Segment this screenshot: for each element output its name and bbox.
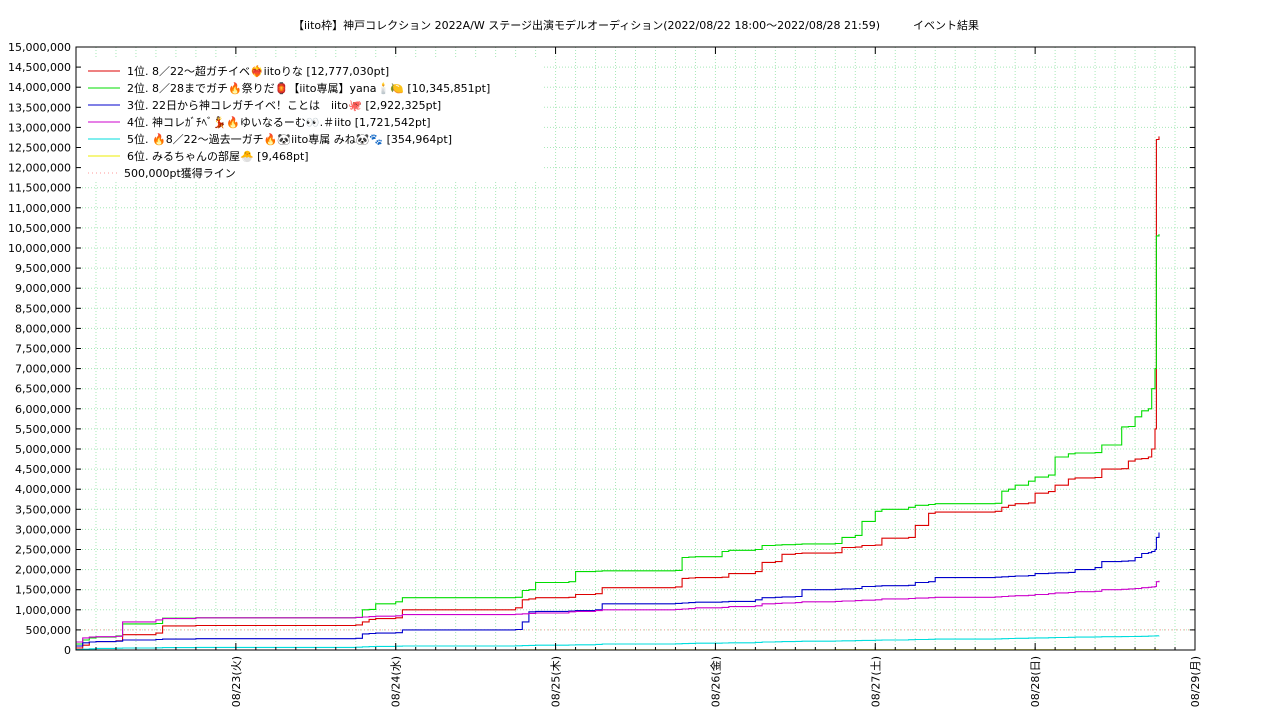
y-tick-label: 3,000,000 (15, 523, 71, 536)
y-tick-label: 4,000,000 (15, 483, 71, 496)
x-tick-label: 08/27(土) (869, 656, 882, 707)
x-tick-label: 08/26(金) (708, 656, 722, 707)
y-tick-label: 12,500,000 (8, 142, 71, 155)
y-tick-label: 5,500,000 (15, 423, 71, 436)
y-tick-label: 11,000,000 (8, 202, 71, 215)
y-tick-label: 14,500,000 (8, 61, 71, 74)
series-line-3 (76, 532, 1160, 647)
y-tick-label: 500,000 (26, 624, 72, 637)
y-tick-label: 2,500,000 (15, 544, 71, 557)
legend-entry-5: 5位. 🔥8／22〜過去一ガチ🔥🐼iito専属 みね🐼🐾 [354,964pt] (127, 132, 452, 146)
series-line-2 (76, 234, 1160, 645)
y-tick-label: 8,500,000 (15, 302, 71, 315)
y-tick-label: 10,500,000 (8, 222, 71, 235)
legend: 1位. 8／22〜超ガチイベ❤️‍🔥iitoりな [12,777,030pt] 2… (82, 58, 544, 182)
y-tick-label: 9,000,000 (15, 282, 71, 295)
y-tick-label: 5,000,000 (15, 443, 71, 456)
series-line-5 (76, 635, 1160, 651)
y-tick-label: 15,000,000 (8, 41, 71, 54)
y-tick-label: 6,500,000 (15, 383, 71, 396)
y-tick-label: 0 (64, 644, 71, 657)
legend-entry-2: 2位. 8／28までガチ🔥祭りだ🏮【iito専属】yana🕯️🍋 [10,345… (127, 81, 490, 95)
y-tick-label: 10,000,000 (8, 242, 71, 255)
y-tick-label: 12,000,000 (8, 162, 71, 175)
y-tick-label: 1,500,000 (15, 584, 71, 597)
series-line-4 (76, 580, 1160, 643)
x-tick-label: 08/24(水) (390, 656, 403, 707)
y-tick-label: 7,500,000 (15, 343, 71, 356)
y-tick-label: 9,500,000 (15, 262, 71, 275)
y-tick-label: 13,500,000 (8, 101, 71, 114)
axes: 0 500,000 1,000,000 1,500,000 2,000,000 2,500… (8, 41, 1202, 707)
y-tick-label: 14,000,000 (8, 81, 71, 94)
x-tick-label: 08/29(月) (1189, 656, 1202, 707)
legend-entry-3: 3位. 22日から神コレガチイベ！ことは iito🐙 [2,922,325pt] (127, 98, 441, 112)
legend-entry-6: 6位. みるちゃんの部屋🐣 [9,468pt] (127, 149, 309, 163)
x-tick-label: 08/23(火) (230, 656, 243, 707)
y-tick-label: 6,000,000 (15, 403, 71, 416)
legend-entry-reference: 500,000pt獲得ライン (124, 167, 236, 180)
series-layer (76, 136, 1160, 651)
series-line-1 (76, 136, 1160, 649)
y-tick-label: 1,000,000 (15, 604, 71, 617)
y-tick-label: 13,000,000 (8, 121, 71, 134)
x-tick-label: 08/28(日) (1029, 656, 1042, 707)
y-tick-label: 2,000,000 (15, 564, 71, 577)
y-tick-label: 11,500,000 (8, 182, 71, 195)
legend-entry-1: 1位. 8／22〜超ガチイベ❤️‍🔥iitoりな [12,777,030pt] (127, 64, 389, 78)
y-tick-label: 3,500,000 (15, 503, 71, 516)
y-tick-label: 7,000,000 (15, 363, 71, 376)
chart-title: 【iito枠】神戸コレクション 2022A/W ステージ出演モデルオーディション… (293, 18, 979, 32)
legend-box (82, 58, 544, 182)
legend-entry-4: 4位. 神コレｶﾞﾁﾍﾞ💃🔥ゆいなるーむ👀.＃iito [1,721,542pt… (127, 115, 431, 129)
x-tick-label: 08/25(木) (550, 656, 563, 707)
y-tick-label: 8,000,000 (15, 322, 71, 335)
y-tick-label: 4,500,000 (15, 463, 71, 476)
